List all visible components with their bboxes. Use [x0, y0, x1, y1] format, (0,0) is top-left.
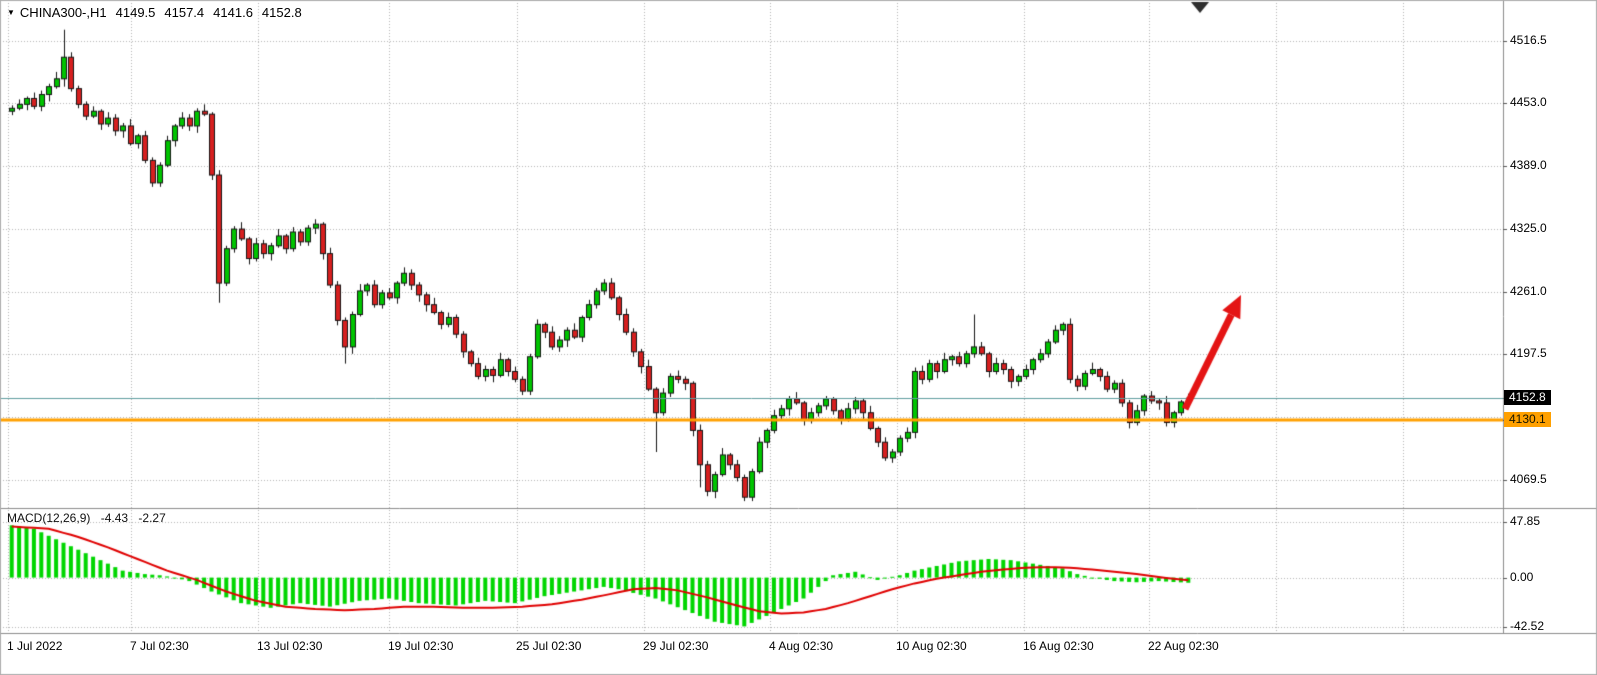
price-axis-label: 4516.5 — [1510, 33, 1547, 47]
trend-arrow-annotation[interactable] — [1177, 289, 1249, 415]
macd-main-value: -4.43 — [100, 511, 129, 525]
time-axis-label: 19 Jul 02:30 — [388, 639, 454, 653]
price-axis-label: 4261.0 — [1510, 284, 1547, 298]
horizontal-line-object[interactable] — [0, 417, 1503, 424]
hline-price-label[interactable]: 4130.1 — [1504, 412, 1551, 427]
time-axis-label: 10 Aug 02:30 — [896, 639, 967, 653]
symbol-collapse-icon[interactable]: ▼ — [7, 8, 15, 17]
price-axis-label: 4453.0 — [1510, 95, 1547, 109]
price-axis-label: 4069.5 — [1510, 472, 1547, 486]
time-axis-label: 29 Jul 02:30 — [643, 639, 709, 653]
ohlc-high-value: 4157.4 — [164, 5, 205, 20]
time-axis-label: 1 Jul 2022 — [7, 639, 63, 653]
symbol-timeframe-title: CHINA300-,H1 — [19, 5, 107, 20]
price-axis[interactable]: 4516.5 4453.0 4389.0 4325.0 4261.0 4197.5 4069… — [1503, 0, 1597, 633]
macd-axis-label: 47.85 — [1510, 514, 1541, 528]
time-axis-label: 25 Jul 02:30 — [516, 639, 582, 653]
time-axis-label: 7 Jul 02:30 — [130, 639, 189, 653]
price-axis-label: 4197.5 — [1510, 346, 1547, 360]
time-axis-label: 22 Aug 02:30 — [1148, 639, 1219, 653]
ohlc-close-value: 4152.8 — [261, 5, 302, 20]
macd-axis-label: -42.52 — [1510, 619, 1545, 633]
macd-signal-value: -2.27 — [138, 511, 166, 525]
time-axis[interactable]: 1 Jul 2022 7 Jul 02:30 13 Jul 02:30 19 Jul … — [0, 637, 1503, 659]
price-axis-label: 4389.0 — [1510, 158, 1547, 172]
price-axis-label: 4325.0 — [1510, 221, 1547, 235]
macd-name: MACD(12,26,9) — [7, 511, 91, 525]
time-axis-label: 4 Aug 02:30 — [769, 639, 834, 653]
macd-indicator-label: MACD(12,26,9) -4.43 -2.27 — [7, 511, 166, 525]
time-axis-label: 13 Jul 02:30 — [257, 639, 323, 653]
time-axis-label: 16 Aug 02:30 — [1023, 639, 1094, 653]
bid-price-label: 4152.8 — [1504, 390, 1551, 405]
chart-shift-marker[interactable] — [1189, 0, 1211, 15]
chart-title-bar: ▼ CHINA300-,H1 4149.5 4157.4 4141.6 4152… — [7, 5, 302, 20]
macd-axis-label: 0.00 — [1510, 570, 1534, 584]
ohlc-low-value: 4141.6 — [213, 5, 253, 20]
ohlc-open-value: 4149.5 — [115, 5, 156, 20]
